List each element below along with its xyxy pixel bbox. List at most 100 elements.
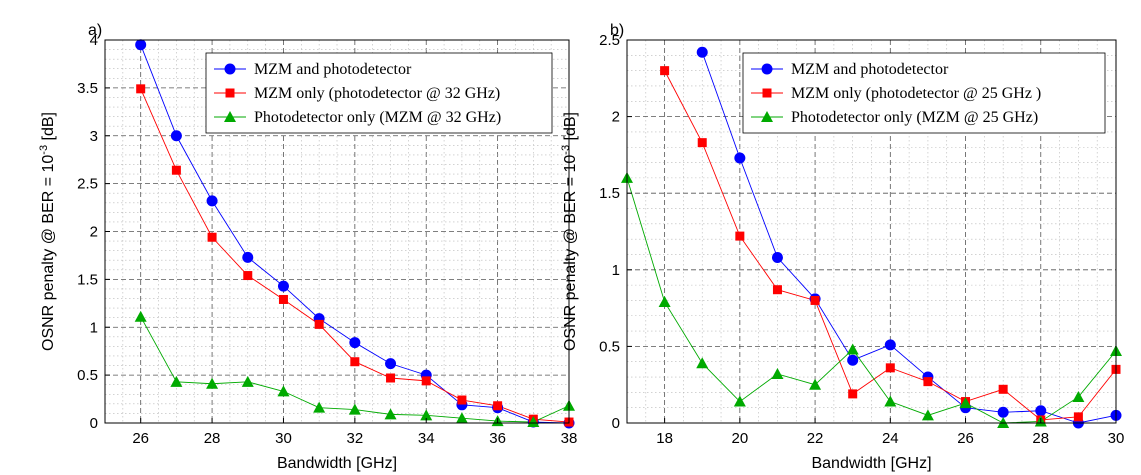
y-tick-label: 0	[612, 415, 620, 432]
data-point	[455, 412, 468, 424]
data-point	[170, 375, 183, 387]
x-tick-label: 26	[957, 430, 974, 447]
legend-entry: MZM only (photodetector @ 25 GHz )	[791, 85, 1041, 102]
legend-entry: MZM and photodetector	[791, 61, 949, 78]
data-point	[696, 357, 709, 369]
data-point	[348, 403, 361, 415]
legend-box	[742, 52, 1106, 134]
series-line	[701, 52, 1117, 424]
y-tick-label: 2.5	[77, 176, 98, 193]
data-point	[1072, 390, 1085, 402]
y-tick-label: 2	[612, 109, 620, 126]
x-tick-label: 26	[132, 430, 149, 447]
x-tick-label: 18	[656, 430, 673, 447]
x-tick-label: 30	[275, 430, 292, 447]
y-axis-label-b: OSNR penalty @ BER = 10-3 [dB]	[560, 112, 579, 351]
legend-marker	[761, 63, 773, 75]
data-point	[206, 377, 219, 389]
data-point	[885, 363, 895, 373]
data-point	[278, 294, 288, 304]
y-tick-label: 1.5	[77, 271, 98, 288]
ticks-a: 26 28 30 32 34 36 38 0 0.5 1 1.5 2 2.5 3 3.5 4	[77, 32, 577, 447]
data-point	[277, 280, 289, 292]
data-point	[735, 231, 745, 241]
data-point	[884, 395, 897, 407]
y-tick-label: 3	[90, 128, 98, 145]
legend-a: MZM and photodetector MZM only (photodete…	[205, 52, 553, 134]
x-tick-label: 34	[418, 430, 435, 447]
data-point	[848, 389, 858, 399]
legend-entry: Photodetector only (MZM @ 32 GHz)	[254, 109, 501, 126]
x-tick-label: 20	[732, 430, 749, 447]
data-point	[998, 384, 1008, 394]
data-point	[243, 271, 253, 281]
data-point	[923, 377, 933, 387]
y-tick-label: 1	[90, 319, 98, 336]
data-point	[997, 406, 1009, 418]
panel-label-b: b)	[610, 22, 624, 39]
y-tick-label: 2	[90, 224, 98, 241]
x-tick-label: 36	[489, 430, 506, 447]
data-point	[457, 395, 467, 405]
data-point	[171, 165, 181, 175]
legend-b: MZM and photodetector MZM only (photodete…	[742, 52, 1106, 134]
data-point	[810, 295, 820, 305]
data-point	[170, 130, 182, 142]
data-point	[136, 84, 146, 94]
panel-label-a: a)	[88, 22, 102, 39]
x-tick-label: 22	[807, 430, 824, 447]
chart-panel-a: 26 28 30 32 34 36 38 0 0.5 1 1.5 2 2.5 3 3.5 4 a) Bandw…	[38, 22, 577, 472]
data-point	[771, 367, 784, 379]
y-axis-label-main-a: OSNR penalty @ BER = 10	[40, 155, 57, 351]
y-axis-label-unit-b: [dB]	[562, 112, 579, 145]
y-tick-label: 3.5	[77, 80, 98, 97]
y-tick-label: 1.5	[599, 185, 620, 202]
x-tick-label: 32	[347, 430, 364, 447]
legend-marker	[762, 88, 772, 98]
data-point	[847, 354, 859, 366]
data-point	[921, 409, 934, 421]
data-point	[421, 376, 431, 386]
data-point	[385, 358, 397, 370]
data-point	[349, 337, 361, 349]
legend-entry: MZM and photodetector	[254, 61, 412, 78]
plot-frame-b	[626, 39, 1117, 424]
data-point	[1035, 405, 1047, 417]
legend-marker	[224, 63, 236, 75]
data-point	[313, 401, 326, 413]
data-point	[493, 401, 503, 411]
y-tick-label: 4	[90, 32, 98, 49]
data-point	[1073, 412, 1083, 422]
data-point	[350, 357, 360, 367]
data-point	[697, 138, 707, 148]
data-point	[660, 66, 670, 76]
x-axis-label-a: Bandwidth [GHz]	[277, 455, 397, 472]
legend-box	[205, 52, 553, 134]
y-tick-label: 1	[612, 262, 620, 279]
y-tick-label: 0.5	[77, 367, 98, 384]
data-point	[733, 395, 746, 407]
ticks-b: 18 20 22 24 26 28 30 0 0.5 1 1.5 2 2.5	[599, 32, 1124, 447]
data-point	[134, 310, 147, 322]
data-point	[242, 251, 254, 263]
y-axis-label-main-b: OSNR penalty @ BER = 10	[562, 155, 579, 351]
data-point	[734, 152, 746, 164]
data-point	[772, 285, 782, 295]
data-point	[314, 319, 324, 329]
y-axis-label-a: OSNR penalty @ BER = 10-3 [dB]	[38, 112, 57, 351]
data-point	[846, 343, 859, 355]
y-tick-label: 2.5	[599, 32, 620, 49]
data-point	[386, 373, 396, 383]
data-point	[527, 416, 540, 428]
data-point	[384, 408, 397, 420]
x-tick-label: 24	[882, 430, 899, 447]
y-tick-label: 0	[90, 415, 98, 432]
x-tick-label: 30	[1108, 430, 1125, 447]
data-point	[959, 397, 972, 409]
data-point	[207, 232, 217, 242]
legend-marker	[225, 88, 235, 98]
data-point	[771, 252, 783, 264]
x-tick-label: 28	[204, 430, 221, 447]
legend-marker	[224, 111, 236, 122]
